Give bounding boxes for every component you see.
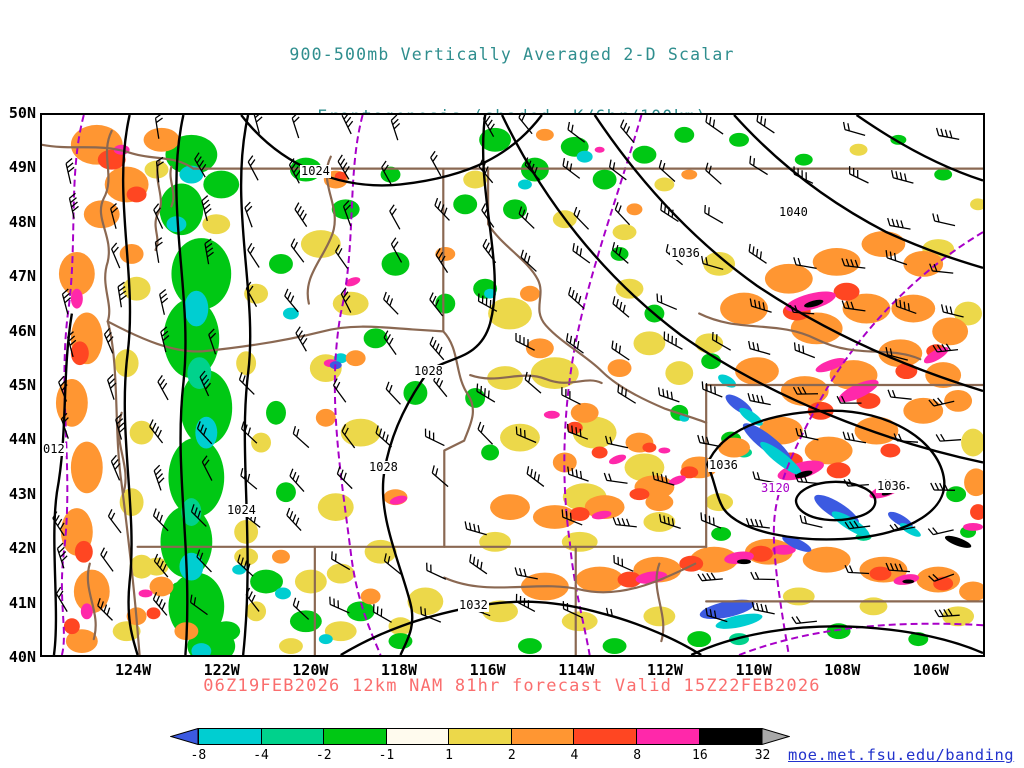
x-label: 118W xyxy=(380,661,418,679)
y-label: 46N xyxy=(8,321,36,340)
cb-label: -8 xyxy=(190,748,207,763)
colorbar-overflow-arrow xyxy=(762,728,790,745)
cb-label: -4 xyxy=(253,748,269,763)
y-label: 44N xyxy=(8,430,36,449)
y-axis-labels: 50N 49N 48N 47N 46N 45N 44N 43N 42N 41N 40N xyxy=(0,104,36,666)
mslp-contour-label: 1036 xyxy=(670,246,701,260)
map-canvas xyxy=(42,115,983,655)
colorbar-segment xyxy=(386,729,450,744)
y-label: 50N xyxy=(8,104,36,122)
x-label: 108W xyxy=(824,661,861,679)
cb-label: 1 xyxy=(445,748,453,763)
height-contour-label: 3120 xyxy=(760,481,791,495)
x-label: 116W xyxy=(469,661,506,679)
colorbar-segments xyxy=(198,728,762,745)
cb-label: -1 xyxy=(378,748,395,763)
colorbar: -8 -4 -2 -1 1 2 4 8 16 32 xyxy=(170,728,790,763)
mslp-contour-label: 1028 xyxy=(368,460,399,474)
colorbar-segment xyxy=(636,729,700,744)
colorbar-labels: -8 -4 -2 -1 1 2 4 8 16 32 xyxy=(167,748,794,763)
x-label: 106W xyxy=(912,661,949,679)
x-label: 124W xyxy=(115,661,152,679)
credit-link[interactable]: moe.met.fsu.edu/banding xyxy=(788,746,1015,764)
map-frame: 1024 1040 1036 1028 1028 1024 1036 1036 … xyxy=(40,113,985,657)
colorbar-segment xyxy=(199,729,262,744)
wind-barbs-layer xyxy=(52,115,964,625)
x-label: 120W xyxy=(292,661,329,679)
y-label: 41N xyxy=(8,593,36,612)
x-label: 114W xyxy=(558,661,595,679)
y-label: 42N xyxy=(8,539,36,558)
y-label: 48N xyxy=(8,212,36,231)
forecast-caption: 06Z19FEB2026 12km NAM 81hr forecast Vali… xyxy=(203,676,821,696)
colorbar-segment xyxy=(511,729,575,744)
cb-label: 32 xyxy=(754,748,771,763)
mslp-contour-label: 1024 xyxy=(226,503,257,517)
state-borders-layer xyxy=(42,129,983,655)
x-label: 110W xyxy=(735,661,772,679)
mslp-contour-label: 1040 xyxy=(778,205,809,219)
y-label: 43N xyxy=(8,484,36,503)
cb-label: 2 xyxy=(507,748,516,763)
title-line-1: 900-500mb Vertically Averaged 2-D Scalar xyxy=(289,44,735,64)
cb-label: 8 xyxy=(633,748,642,763)
mslp-contour-label: 012 xyxy=(42,442,66,456)
x-label: 122W xyxy=(203,661,240,679)
mslp-contour-label: 1024 xyxy=(300,164,331,178)
y-label: 47N xyxy=(8,267,36,286)
cb-label: -2 xyxy=(315,748,332,763)
colorbar-segment xyxy=(699,729,762,744)
x-axis-labels: 124W 122W 120W 118W 116W 114W 112W 110W 108W 106W xyxy=(40,661,985,679)
mslp-contour-label: 1032 xyxy=(458,598,489,612)
cb-label: 4 xyxy=(570,748,579,763)
x-label: 112W xyxy=(646,661,683,679)
colorbar-underflow-arrow xyxy=(170,728,198,745)
mslp-contour-layer xyxy=(52,115,983,655)
colorbar-segment xyxy=(324,729,387,744)
colorbar-segment xyxy=(449,729,512,744)
mslp-contour-label: 1036 xyxy=(876,479,907,493)
mslp-contour-label: 1036 xyxy=(708,458,739,472)
y-label: 45N xyxy=(8,375,36,394)
y-label: 49N xyxy=(8,158,36,177)
y-label: 40N xyxy=(8,647,36,666)
colorbar-segment xyxy=(261,729,325,744)
cb-label: 16 xyxy=(692,748,708,763)
mslp-contour-label: 1028 xyxy=(413,364,444,378)
colorbar-segment xyxy=(574,729,637,744)
